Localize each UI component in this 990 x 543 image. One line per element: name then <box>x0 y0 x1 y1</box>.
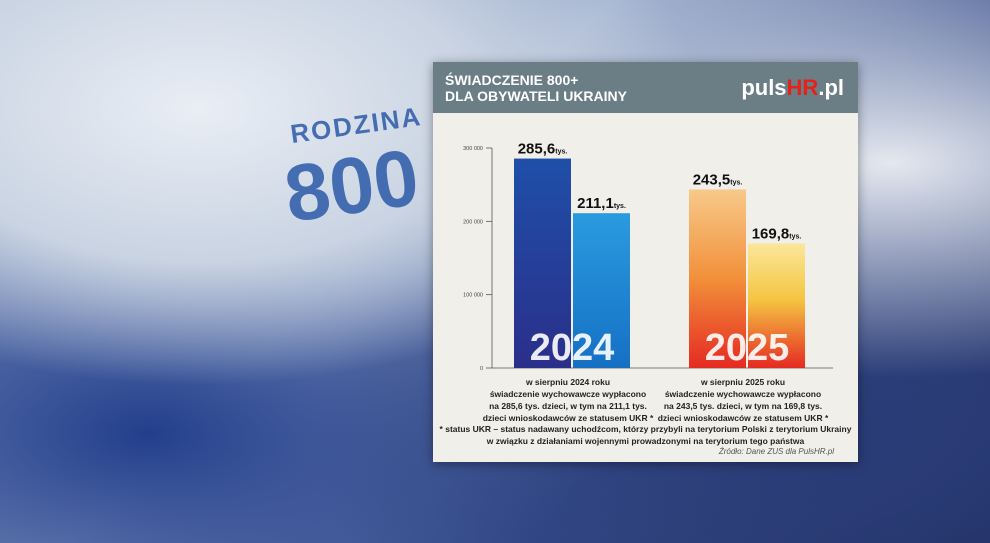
bar-chart: 0 100 000 200 000 300 000 285,6tys. 211,1tys.… <box>463 141 833 372</box>
bar-value-label: 243,5tys. <box>693 171 743 188</box>
bar-value-label: 169,8tys. <box>752 225 802 242</box>
y-tick-label: 200 000 <box>463 219 483 225</box>
bar-2025-0 <box>689 189 746 368</box>
photo-banner-number: 800 <box>279 132 424 239</box>
title-line-2: DLA OBYWATELI UKRAINY <box>445 88 627 104</box>
footnote: * status UKR – status nadawany uchodźcom… <box>439 424 852 446</box>
y-tick-label: 300 000 <box>463 146 483 152</box>
year-label: 2024 <box>530 327 615 369</box>
bar-value-label: 211,1tys. <box>577 195 626 212</box>
y-tick-label: 100 000 <box>463 293 483 299</box>
source-text: Źródło: Dane ZUS dla PulsHR.pl <box>718 447 834 456</box>
title-line-1: ŚWIADCZENIE 800+ <box>445 72 579 88</box>
bar-2025-1 <box>748 243 805 368</box>
bar-2024-1 <box>573 213 630 368</box>
note-2025: w sierpniu 2025 roku świadczenie wychowaw… <box>657 377 829 423</box>
bar-value-label: 285,6tys. <box>518 141 568 158</box>
infographic-title: ŚWIADCZENIE 800+ DLA OBYWATELI UKRAINY <box>445 72 627 104</box>
infographic-header: ŚWIADCZENIE 800+ DLA OBYWATELI UKRAINY p… <box>433 62 858 113</box>
pulshr-logo: pulsHR.pl <box>741 75 844 100</box>
bar-2024-0 <box>514 158 571 368</box>
y-tick-label: 0 <box>480 366 483 372</box>
year-label: 2025 <box>705 327 790 369</box>
note-2024: w sierpniu 2024 roku świadczenie wychowaw… <box>482 377 654 423</box>
infographic-panel: ŚWIADCZENIE 800+ DLA OBYWATELI UKRAINY p… <box>433 62 858 462</box>
